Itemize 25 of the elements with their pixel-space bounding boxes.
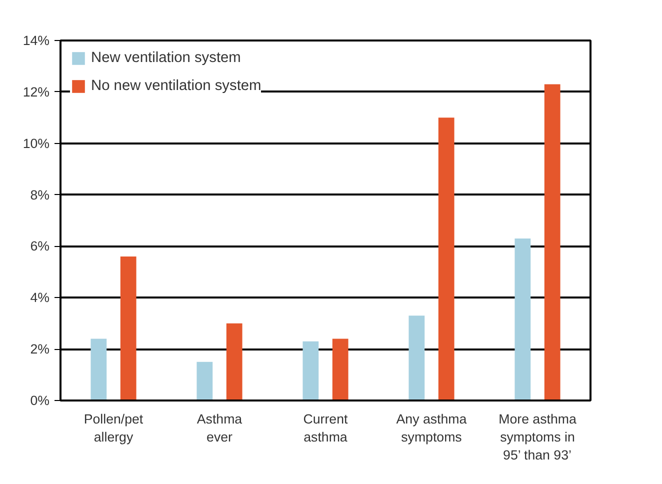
bar [438,118,454,400]
bar [90,338,107,400]
bar [226,323,242,400]
y-tick-label: 8% [30,187,50,202]
y-tick-label: 14% [22,33,50,48]
bar [514,238,531,400]
bar [196,362,213,400]
y-tick-label: 6% [30,238,50,254]
y-tick-label: 12% [22,84,50,100]
x-tick-label: Pollen/pet allergy [84,412,144,444]
legend-label: New ventilation system [91,50,241,66]
bar [408,316,425,400]
x-tick-label: Asthma ever [196,412,243,444]
x-tick-label: More asthma symptoms in 95’ than 93’ [498,412,577,462]
y-tick-label: 10% [22,136,50,151]
y-tick-label: 0% [30,393,50,408]
y-tick-label: 2% [30,342,50,357]
y-tick-label: 4% [30,290,50,306]
x-tick-label: Current asthma [303,412,348,444]
bar [120,256,136,400]
bar [544,84,560,400]
bar [332,338,348,400]
x-tick-label: Any asthma symptoms [396,412,468,444]
bar [302,341,319,400]
legend-label: No new ventilation system [91,78,262,94]
